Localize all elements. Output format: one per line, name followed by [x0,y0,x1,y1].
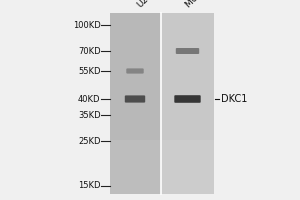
FancyBboxPatch shape [176,48,199,54]
Text: U251: U251 [135,0,158,9]
Bar [160,13,214,194]
Text: 15KD: 15KD [78,181,100,190]
Bar [110,13,160,194]
Text: Mouse testis: Mouse testis [184,0,230,9]
Text: 70KD: 70KD [78,46,100,55]
Text: 35KD: 35KD [78,110,100,119]
Text: 25KD: 25KD [78,136,100,146]
FancyBboxPatch shape [126,68,144,74]
Text: 100KD: 100KD [73,21,100,29]
Text: DKC1: DKC1 [220,94,247,104]
Text: 40KD: 40KD [78,95,100,104]
Bar [160,140,214,194]
Text: 55KD: 55KD [78,66,100,75]
Bar [110,140,160,194]
FancyBboxPatch shape [125,95,145,103]
FancyBboxPatch shape [174,95,201,103]
